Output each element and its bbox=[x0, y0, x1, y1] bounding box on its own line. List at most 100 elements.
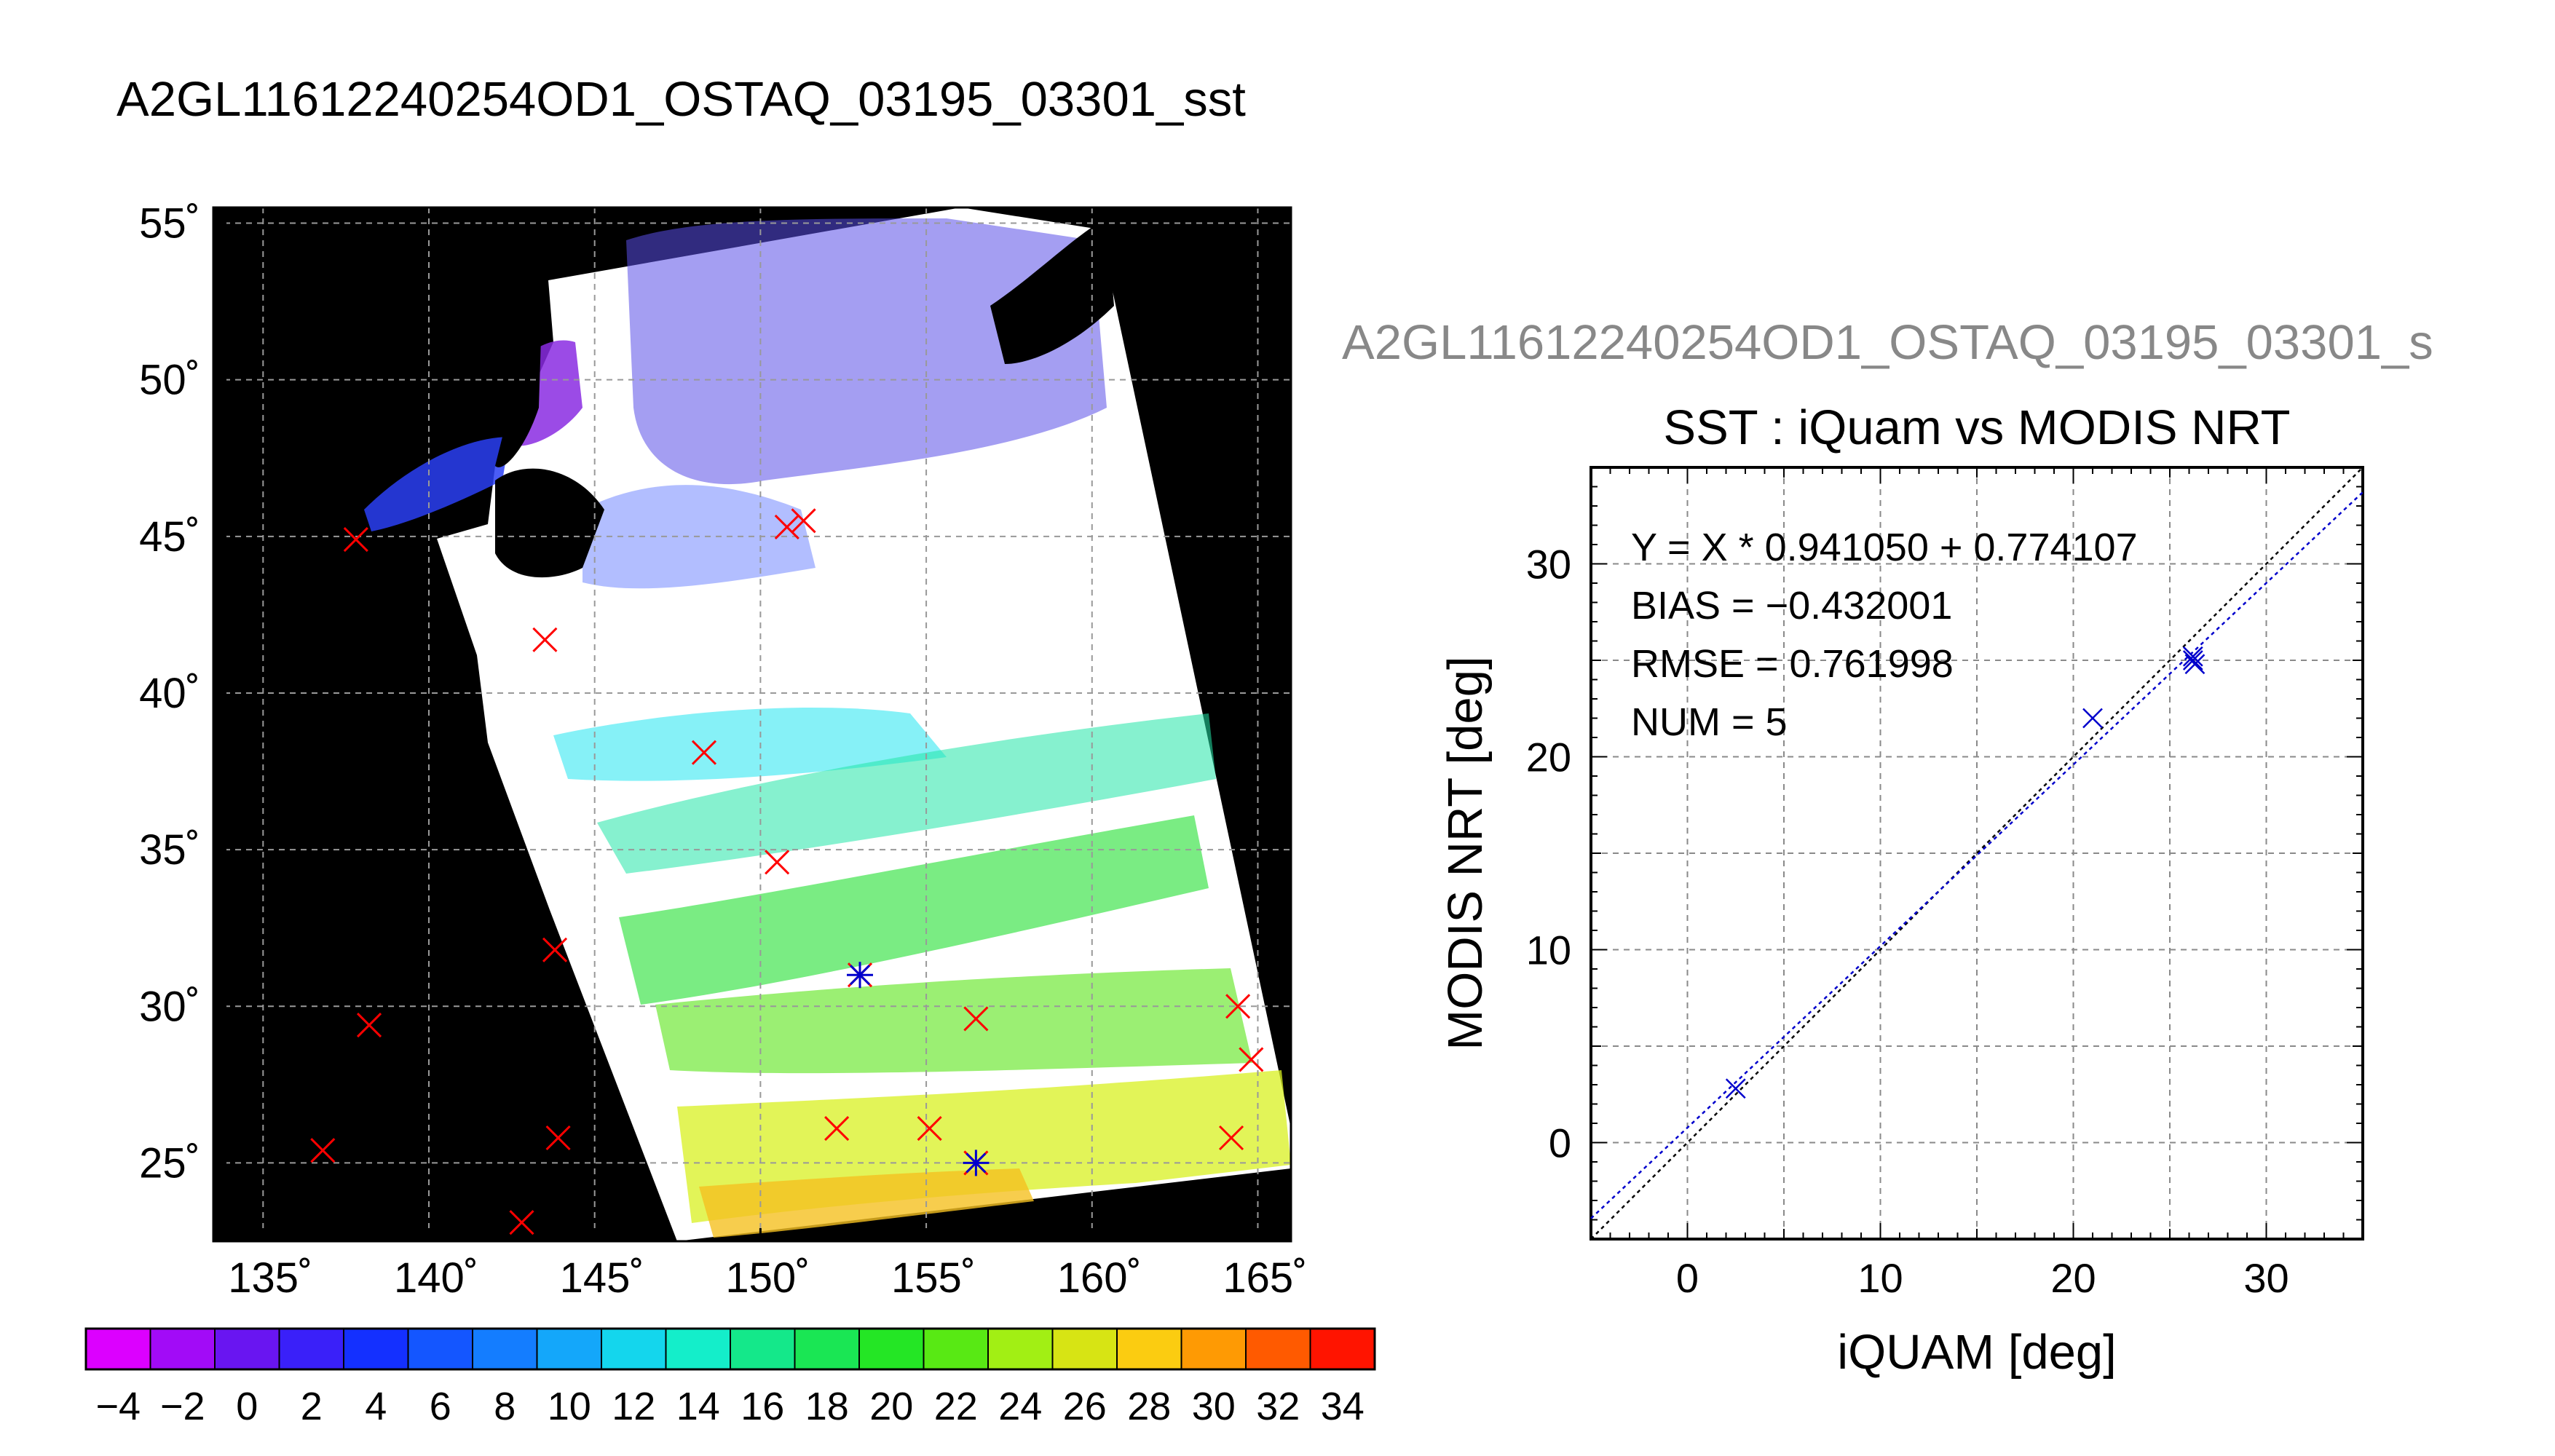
colorbar-cell bbox=[279, 1329, 344, 1369]
colorbar-tick-label: 30 bbox=[1192, 1385, 1236, 1428]
sst-patch-green bbox=[619, 815, 1209, 1005]
map-x-axis: 135˚ 140˚ 145˚ 150˚ 155˚ 160˚ 165˚ bbox=[228, 1228, 1308, 1302]
scatter-y-tick-label: 10 bbox=[1526, 927, 1571, 973]
colorbar-tick-label: 16 bbox=[741, 1385, 784, 1428]
scatter-point bbox=[2182, 650, 2203, 670]
map-marker-red-x bbox=[774, 514, 799, 539]
map-y-tick-label: 50˚ bbox=[139, 357, 200, 404]
map-marker-red-x-stroke-b bbox=[691, 740, 717, 765]
scatter-annotations: Y = X * 0.941050 + 0.774107 BIAS = −0.432… bbox=[1631, 526, 2138, 744]
colorbar-cell bbox=[1181, 1329, 1247, 1369]
map-marker-red-x bbox=[1218, 1125, 1244, 1151]
map-marker-red-x-stroke-b bbox=[917, 1116, 942, 1142]
scatter-y-tick-label: 0 bbox=[1549, 1120, 1571, 1166]
scatter-point-stroke-b bbox=[2182, 646, 2203, 667]
map-marker-red-x-stroke-b bbox=[963, 1006, 989, 1032]
map-x-tick-label: 165˚ bbox=[1223, 1254, 1307, 1302]
sst-patch-blue-coast bbox=[364, 437, 510, 531]
map-marker-red-x bbox=[509, 1210, 534, 1235]
map-grid bbox=[213, 207, 1291, 1241]
colorbar-cell bbox=[666, 1329, 731, 1369]
map-marker-red-x bbox=[343, 527, 368, 553]
colorbar-cell bbox=[923, 1329, 989, 1369]
scatter-point-stroke-b bbox=[1725, 1078, 1746, 1099]
map-y-tick-label: 45˚ bbox=[139, 513, 200, 561]
colorbar-tick-label: 8 bbox=[494, 1385, 516, 1428]
map-x-tick-label: 135˚ bbox=[228, 1254, 312, 1302]
colorbar: −4 −2 0 2 4 6 8 10 12 14 16 18 20 22 24 26 28 30 32 34 bbox=[84, 1327, 1376, 1428]
scatter-y-tick-label: 30 bbox=[1526, 542, 1571, 587]
colorbar-tick-label: 2 bbox=[301, 1385, 323, 1428]
scatter-y-tick-label: 20 bbox=[1526, 735, 1571, 780]
map-marker-red-x bbox=[542, 937, 568, 962]
sst-patch-orange bbox=[699, 1168, 1034, 1238]
colorbar-tick-label: −4 bbox=[95, 1385, 141, 1428]
map-marker-red-x bbox=[791, 508, 816, 534]
colorbar-tick-label: 18 bbox=[805, 1385, 849, 1428]
colorbar-tick-label: 6 bbox=[430, 1385, 451, 1428]
colorbar-labels: −4 −2 0 2 4 6 8 10 12 14 16 18 20 22 24 26 28 30 32 34 bbox=[95, 1385, 1364, 1428]
scatter-point bbox=[2182, 646, 2203, 667]
scatter-point-stroke-b bbox=[2184, 654, 2205, 675]
map-marker-red-x bbox=[1239, 1047, 1264, 1072]
colorbar-tick-label: 14 bbox=[676, 1385, 720, 1428]
sst-patch-cold-north bbox=[626, 218, 1107, 485]
scatter-ticks: 0 10 20 30 0 10 20 30 bbox=[1526, 467, 2364, 1301]
colorbar-cell bbox=[730, 1329, 795, 1369]
map-marker-red-x-stroke-b bbox=[542, 937, 568, 962]
map-marker-red-x-stroke-b bbox=[310, 1138, 336, 1163]
map-x-tick-label: 160˚ bbox=[1057, 1254, 1142, 1302]
colorbar-cell bbox=[1052, 1329, 1118, 1369]
map-marker-red-x bbox=[545, 1125, 571, 1151]
colorbar-cell bbox=[408, 1329, 473, 1369]
scatter-point bbox=[2082, 708, 2103, 729]
star-d2 bbox=[965, 1152, 987, 1174]
colorbar-tick-label: 0 bbox=[236, 1385, 258, 1428]
colorbar-cell bbox=[150, 1329, 216, 1369]
scatter-point bbox=[1725, 1078, 1746, 1099]
colorbar-cell bbox=[859, 1329, 924, 1369]
map-marker-red-x-stroke-b bbox=[774, 514, 799, 539]
map-x-tick-label: 140˚ bbox=[394, 1254, 478, 1302]
scatter-point-stroke-b bbox=[2182, 650, 2203, 670]
scatter-annotation: BIAS = −0.432001 bbox=[1631, 584, 1952, 628]
scatter-point-stroke-b bbox=[2082, 708, 2103, 729]
scatter-point bbox=[2184, 654, 2205, 675]
sst-patch-cyan bbox=[553, 707, 947, 781]
map-marker-red-x-stroke-b bbox=[791, 508, 816, 534]
scatter-grid bbox=[1591, 467, 2363, 1239]
map-marker-match-star bbox=[963, 1150, 990, 1176]
colorbar-cell bbox=[537, 1329, 602, 1369]
map-marker-red-x-stroke-b bbox=[1218, 1125, 1244, 1151]
map-marker-red-x bbox=[691, 740, 717, 765]
colorbar-tick-label: 24 bbox=[998, 1385, 1042, 1428]
page-title: A2GL11612240254OD1_OSTAQ_03195_03301_sst bbox=[117, 72, 1246, 127]
map-y-tick-label: 30˚ bbox=[139, 983, 200, 1030]
colorbar-tick-label: 12 bbox=[612, 1385, 655, 1428]
scatter-points bbox=[1725, 646, 2205, 1099]
scatter-x-tick-label: 30 bbox=[2243, 1255, 2289, 1301]
star-d2 bbox=[849, 965, 871, 986]
land-kamchatka bbox=[990, 218, 1114, 364]
map-marker-red-x bbox=[824, 1116, 850, 1142]
map-marker-red-x-stroke-b bbox=[1225, 994, 1251, 1019]
scatter-annotation: RMSE = 0.761998 bbox=[1631, 642, 1954, 686]
map-marker-red-x-stroke-b bbox=[532, 627, 558, 652]
sst-map: 135˚ 140˚ 145˚ 150˚ 155˚ 160˚ 165˚ 25˚ 30˚ 35˚ 40… bbox=[139, 200, 1307, 1302]
map-marker-red-x-stroke-b bbox=[1239, 1047, 1264, 1072]
colorbar-cell bbox=[1117, 1329, 1182, 1369]
scatter-x-tick-label: 10 bbox=[1857, 1255, 1903, 1301]
map-y-tick-label: 40˚ bbox=[139, 670, 200, 717]
colorbar-tick-label: 28 bbox=[1127, 1385, 1171, 1428]
colorbar-cells bbox=[86, 1329, 1375, 1369]
map-marker-red-x bbox=[310, 1138, 336, 1163]
sst-patch-green-south bbox=[655, 968, 1252, 1074]
scatter-x-tick-label: 0 bbox=[1676, 1255, 1699, 1301]
map-y-axis: 25˚ 30˚ 35˚ 40˚ 45˚ 50˚ 55˚ bbox=[139, 200, 226, 1187]
land-hokkaido bbox=[495, 468, 604, 578]
colorbar-tick-label: 22 bbox=[934, 1385, 978, 1428]
fit-line bbox=[1590, 491, 2364, 1219]
colorbar-cell bbox=[794, 1329, 860, 1369]
scatter-x-label: iQUAM [deg] bbox=[1837, 1325, 2117, 1380]
map-markers bbox=[310, 508, 1264, 1235]
